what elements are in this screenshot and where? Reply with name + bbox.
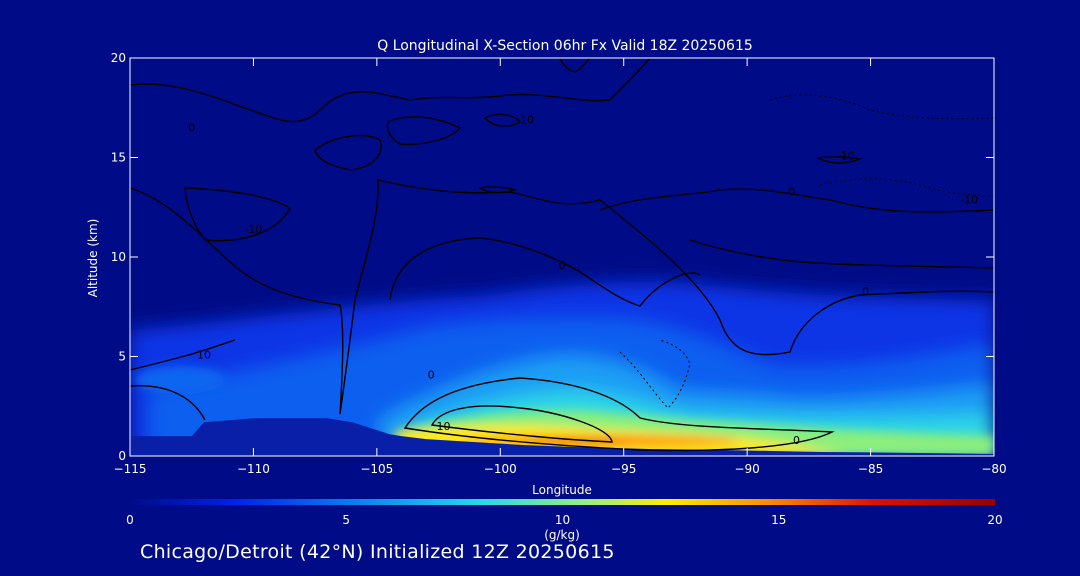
contour-label: 0 xyxy=(862,285,869,298)
x-tick-label: −115 xyxy=(114,462,147,476)
y-tick-label: 0 xyxy=(118,449,126,463)
contour-neg-center xyxy=(386,116,462,146)
footer-caption: Chicago/Detroit (42°N) Initialized 12Z 2… xyxy=(140,541,615,563)
x-tick-label: −90 xyxy=(734,462,759,476)
contour-zero-upper xyxy=(389,237,701,307)
contour-zero-middle xyxy=(339,179,994,415)
moisture-patch-west xyxy=(135,366,225,394)
contour-label: -10 xyxy=(837,149,855,162)
contour-neg-east xyxy=(815,156,863,164)
contour-center-dotted xyxy=(619,339,691,409)
contour-label: 0 xyxy=(793,434,800,447)
contour-label: 0 xyxy=(788,185,795,198)
contour-label: 10 xyxy=(437,420,451,433)
y-tick-label: 15 xyxy=(111,151,126,165)
x-tick-label: −80 xyxy=(981,462,1006,476)
contour-northeast-dotted xyxy=(769,94,994,120)
colorbar-tick-label: 0 xyxy=(126,513,134,527)
contour-label: -10 xyxy=(244,223,262,236)
contour-zero-lower xyxy=(403,377,835,452)
contour-east-dotted xyxy=(819,178,994,197)
y-tick-label: 10 xyxy=(111,250,126,264)
colorbar-ticks: 0 5 10 15 20 xyxy=(126,513,1002,527)
colorbar-tick-label: 10 xyxy=(555,513,570,527)
x-tick-label: −95 xyxy=(611,462,636,476)
x-tick-label: −110 xyxy=(237,462,270,476)
contour-label: -10 xyxy=(516,114,534,127)
x-tick-label: −100 xyxy=(484,462,517,476)
contour-neg-western-tongue xyxy=(130,339,236,371)
y-tick-label: 20 xyxy=(111,51,126,65)
contour-neg-far-west xyxy=(130,385,206,421)
x-axis-label: Longitude xyxy=(532,483,592,497)
contour-neg-west xyxy=(184,187,291,242)
x-tick-label: −85 xyxy=(858,462,883,476)
contour-label: 10 xyxy=(197,348,211,361)
contour-neg-center-small xyxy=(483,113,521,127)
colorbar-tick-label: 15 xyxy=(771,513,786,527)
y-tick-label: 5 xyxy=(118,350,126,364)
terrain-fill xyxy=(130,418,994,456)
contour-lines xyxy=(130,58,994,452)
y-axis: 0 5 10 15 20 xyxy=(111,51,994,463)
contour-zero-far-east xyxy=(689,239,994,269)
contour-zero-west xyxy=(130,187,344,415)
contour-neg-north xyxy=(314,135,382,171)
contour-zero-top xyxy=(130,58,651,123)
contour-label: 0 xyxy=(559,259,566,272)
colorbar-tick-label: 20 xyxy=(987,513,1002,527)
contour-neg-small xyxy=(478,186,518,194)
contour-labels: 10 0 10 0 -10 -10 -10 -10 0 0 0 0 xyxy=(188,114,978,447)
colorbar-unit-label: (g/kg) xyxy=(544,528,580,542)
y-axis-label: Altitude (km) xyxy=(86,219,100,298)
colorbar-tick-label: 5 xyxy=(342,513,350,527)
contour-neg-north-center xyxy=(559,58,591,73)
contour-label: 0 xyxy=(188,122,195,135)
contour-label: -10 xyxy=(960,193,978,206)
chart-title: Q Longitudinal X-Section 06hr Fx Valid 1… xyxy=(377,38,753,54)
contour-label: 0 xyxy=(428,368,435,381)
contour-zero-east xyxy=(599,188,994,213)
x-tick-label: −105 xyxy=(360,462,393,476)
colorbar xyxy=(130,499,995,505)
contour-ten-lower xyxy=(430,405,613,443)
x-axis: −115 −110 −105 −100 −95 −90 −85 −80 xyxy=(114,58,1007,476)
